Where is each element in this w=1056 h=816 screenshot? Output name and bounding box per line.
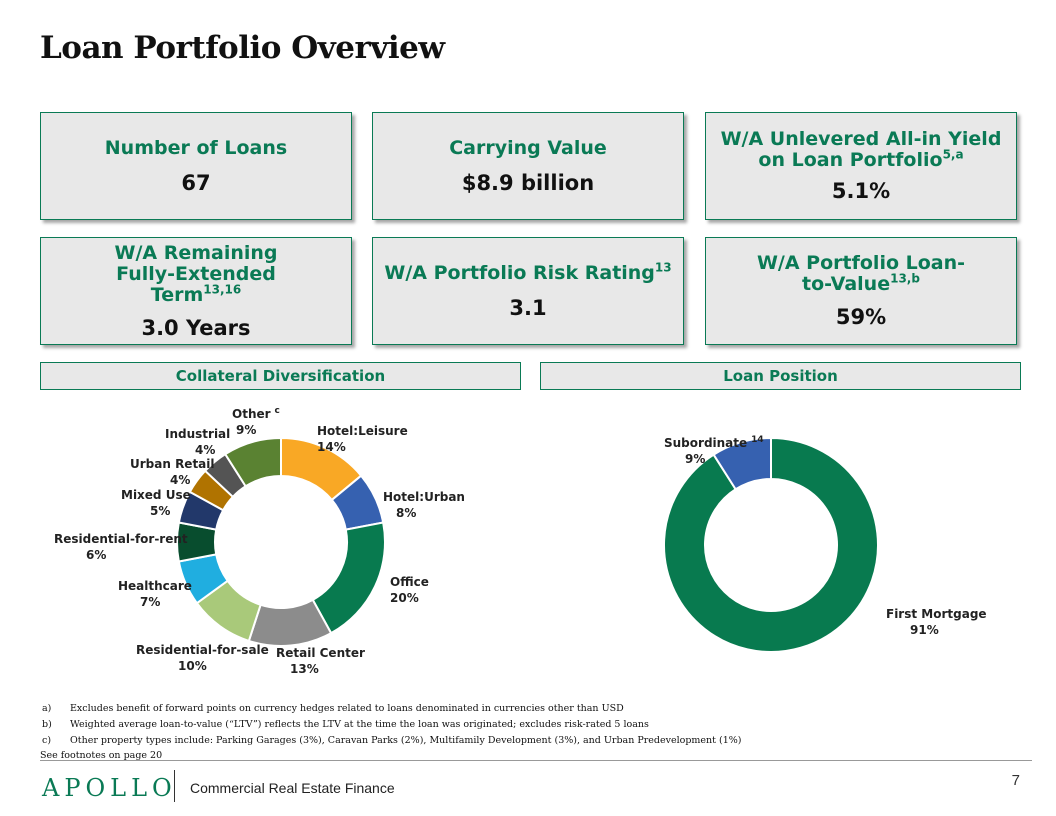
label-office: Office 20%: [390, 575, 429, 605]
kpi-carrying-value: Carrying Value $8.9 billion: [372, 112, 684, 220]
label-mixed-use: Mixed Use 5%: [121, 488, 191, 518]
category-label: Healthcare: [118, 579, 192, 593]
label-healthcare: Healthcare 7%: [118, 579, 192, 609]
kpi-label: W/A Unlevered All-in Yield on Loan Portf…: [720, 128, 1002, 171]
slice-subordinate: [712, 436, 772, 491]
kpi-value: 59%: [835, 305, 887, 329]
category-label: Hotel:Urban: [383, 490, 465, 504]
footnote: a) Excludes benefit of forward points on …: [42, 702, 624, 714]
kpi-unlevered-yield: W/A Unlevered All-in Yield on Loan Portf…: [705, 112, 1017, 220]
kpi-value: 67: [181, 170, 211, 195]
label-subordinate: Subordinate 14 9%: [664, 435, 764, 466]
category-label: Other c: [232, 406, 280, 421]
kpi-label: W/A Portfolio Loan-to-Value13,b: [756, 252, 966, 295]
kpi-value: 3.1: [509, 295, 547, 320]
category-label: Hotel:Leisure: [317, 424, 408, 438]
slice-other: [223, 436, 282, 488]
label-first-mortgage: First Mortgage 91%: [886, 607, 987, 637]
value-label: 20%: [390, 591, 419, 605]
collateral-diversification-header: Collateral Diversification: [40, 362, 521, 390]
value-label: 4%: [170, 473, 190, 487]
value-label: 91%: [910, 623, 939, 637]
apollo-logo: APOLLO: [42, 774, 177, 802]
label-industrial: Industrial 4%: [165, 427, 230, 457]
value-label: 5%: [150, 504, 170, 518]
category-label: Urban Retail: [130, 457, 215, 471]
footnote: b) Weighted average loan-to-value (“LTV”)…: [42, 718, 649, 730]
kpi-label: W/A Remaining Fully-Extended Term13,16: [114, 241, 278, 306]
category-label: Office: [390, 575, 429, 589]
value-label: 9%: [236, 423, 256, 437]
kpi-label: Carrying Value: [449, 136, 607, 159]
kpi-label: Number of Loans: [104, 136, 288, 159]
value-label: 6%: [86, 548, 106, 562]
category-label: Residential-for-sale: [136, 643, 269, 657]
footnote: c) Other property types include: Parking …: [42, 734, 742, 746]
logo-divider: [174, 770, 175, 802]
category-label: Industrial: [165, 427, 230, 441]
value-label: 10%: [178, 659, 207, 673]
value-label: 14%: [317, 440, 346, 454]
kpi-risk-rating: W/A Portfolio Risk Rating13 3.1: [372, 237, 684, 345]
page-number: 7: [1011, 772, 1020, 789]
label-residential-for-rent: Residential-for-rent 6%: [54, 532, 188, 562]
kpi-value: 5.1%: [831, 179, 891, 203]
footnotes: a) Excludes benefit of forward points on …: [40, 700, 1000, 762]
page-title: Loan Portfolio Overview: [40, 30, 445, 66]
label-urban-retail: Urban Retail 4%: [130, 457, 215, 487]
kpi-value: 3.0 Years: [141, 315, 251, 340]
value-label: 13%: [290, 662, 319, 676]
kpi-label: W/A Portfolio Risk Rating13: [384, 260, 672, 284]
see-footnotes-note: See footnotes on page 20: [40, 750, 163, 761]
category-label: Residential-for-rent: [54, 532, 188, 546]
label-retail-center: Retail Center 13%: [276, 646, 365, 676]
label-other: Other c 9%: [232, 406, 280, 437]
category-label: Subordinate 14: [664, 435, 764, 450]
loan-position-chart: First Mortgage 91% Subordinate 14 9%: [663, 435, 987, 653]
value-label: 7%: [140, 595, 160, 609]
loan-position-header: Loan Position: [540, 362, 1021, 390]
footer-divider: [40, 760, 1032, 761]
kpi-remaining-term: W/A Remaining Fully-Extended Term13,16 3…: [40, 237, 352, 345]
collateral-diversification-chart: Hotel:Leisure 14% Hotel:Urban 8% Office 20% Re…: [54, 406, 465, 676]
label-hotel-urban: Hotel:Urban 8%: [383, 490, 465, 520]
label-residential-for-sale: Residential-for-sale 10%: [136, 643, 269, 673]
value-label: 9%: [685, 452, 705, 466]
kpi-number-of-loans: Number of Loans 67: [40, 112, 352, 220]
footer-text: Commercial Real Estate Finance: [190, 780, 395, 796]
category-label: First Mortgage: [886, 607, 987, 621]
slice-office: [311, 521, 386, 635]
category-label: Retail Center: [276, 646, 365, 660]
kpi-value: $8.9 billion: [461, 170, 595, 195]
kpi-loan-to-value: W/A Portfolio Loan-to-Value13,b 59%: [705, 237, 1017, 345]
category-label: Mixed Use: [121, 488, 191, 502]
value-label: 4%: [195, 443, 215, 457]
value-label: 8%: [396, 506, 416, 520]
slice-first-mortgage: [663, 436, 879, 653]
label-hotel-leisure: Hotel:Leisure 14%: [317, 424, 408, 454]
